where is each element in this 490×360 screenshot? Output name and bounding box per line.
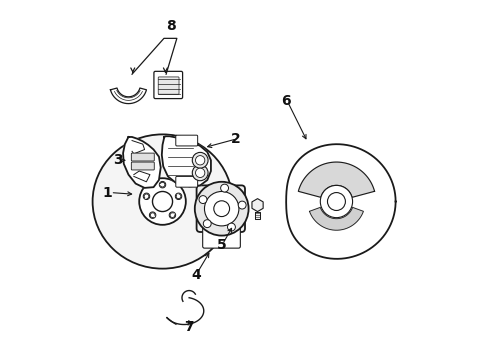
FancyBboxPatch shape xyxy=(176,176,197,187)
FancyBboxPatch shape xyxy=(158,77,179,94)
Circle shape xyxy=(196,168,205,177)
Circle shape xyxy=(199,195,207,203)
Polygon shape xyxy=(162,136,211,186)
Circle shape xyxy=(227,223,235,231)
Text: 8: 8 xyxy=(167,19,176,33)
Polygon shape xyxy=(110,88,147,104)
Ellipse shape xyxy=(93,134,232,269)
Circle shape xyxy=(203,220,211,228)
Circle shape xyxy=(192,165,208,181)
Circle shape xyxy=(204,192,239,226)
Text: 1: 1 xyxy=(102,185,112,199)
Text: 6: 6 xyxy=(281,94,291,108)
Circle shape xyxy=(195,182,248,235)
Polygon shape xyxy=(255,212,260,219)
Text: 3: 3 xyxy=(113,153,122,167)
Circle shape xyxy=(327,193,345,211)
Polygon shape xyxy=(286,144,395,259)
Circle shape xyxy=(214,201,230,217)
FancyBboxPatch shape xyxy=(176,135,197,146)
Circle shape xyxy=(238,201,246,209)
FancyBboxPatch shape xyxy=(196,185,245,232)
Polygon shape xyxy=(298,162,374,197)
Text: 4: 4 xyxy=(192,268,201,282)
Text: 5: 5 xyxy=(217,238,226,252)
FancyBboxPatch shape xyxy=(203,226,240,248)
Circle shape xyxy=(320,185,353,218)
FancyBboxPatch shape xyxy=(154,71,183,99)
Circle shape xyxy=(196,156,205,165)
FancyBboxPatch shape xyxy=(131,162,154,170)
Circle shape xyxy=(220,184,228,192)
Text: 2: 2 xyxy=(231,132,241,146)
FancyBboxPatch shape xyxy=(131,153,154,161)
Circle shape xyxy=(192,152,208,168)
Circle shape xyxy=(152,192,172,212)
Circle shape xyxy=(139,178,186,225)
Text: 7: 7 xyxy=(185,320,194,334)
Polygon shape xyxy=(310,207,364,230)
Polygon shape xyxy=(123,137,161,188)
